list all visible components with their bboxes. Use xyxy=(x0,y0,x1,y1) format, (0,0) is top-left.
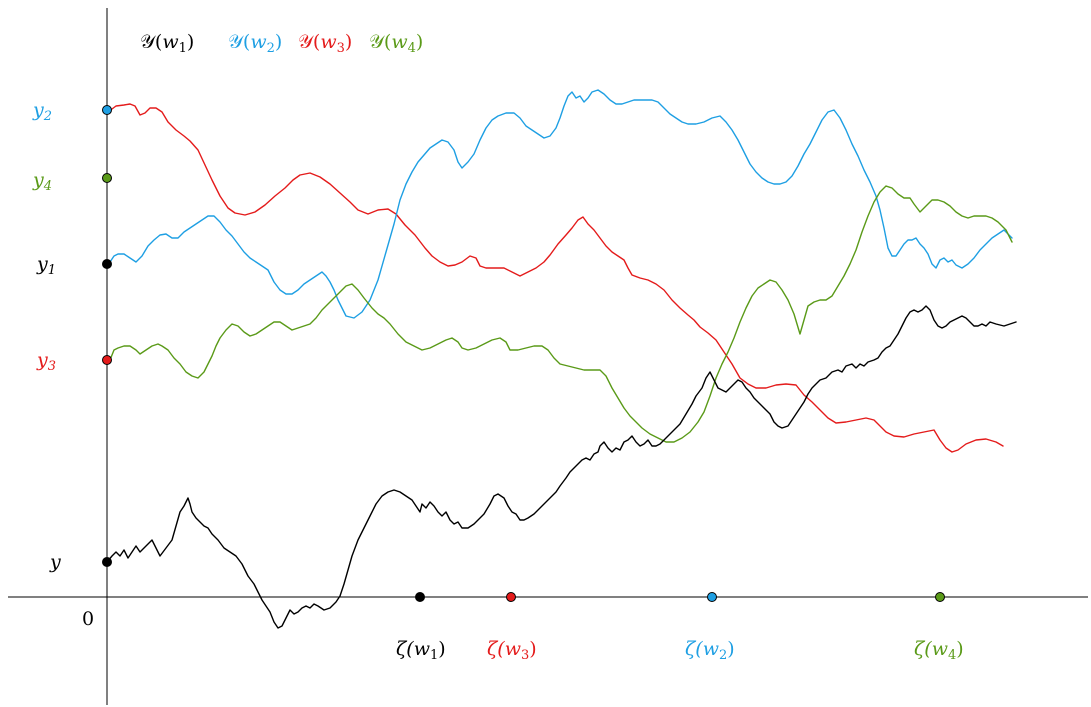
start-point-y1 xyxy=(102,259,112,269)
legend-entry-w2: 𝒴(w2) xyxy=(228,31,282,56)
legend-entry-w3: 𝒴(w3) xyxy=(298,31,352,56)
origin-label: 0 xyxy=(82,608,94,630)
path-w4 xyxy=(109,185,1013,443)
zeta-point-w3 xyxy=(506,592,516,602)
path-w2 xyxy=(109,89,1013,319)
y-label-y: y xyxy=(49,551,61,573)
zeta-label-w1: ζ(w1) xyxy=(396,638,446,663)
legend: 𝒴(w1) 𝒴(w2) 𝒴(w3) 𝒴(w4) xyxy=(140,31,423,56)
y-label-y3: y3 xyxy=(36,349,56,374)
start-point-y4 xyxy=(102,173,112,183)
legend-entry-w4: 𝒴(w4) xyxy=(369,31,423,56)
start-point-y3 xyxy=(102,355,112,365)
path-w1 xyxy=(106,305,1017,629)
zeta-label-w2: ζ(w2) xyxy=(685,638,735,663)
y-label-y1: y1 xyxy=(36,253,56,278)
zeta-labels: ζ(w1) ζ(w3) ζ(w2) ζ(w4) xyxy=(396,638,964,663)
y-labels: y2 y4 y1 y3 y 0 xyxy=(32,99,94,630)
path-w3 xyxy=(107,103,1004,453)
legend-entry-w1: 𝒴(w1) xyxy=(140,31,194,56)
zeta-point-w2 xyxy=(707,592,717,602)
y-label-y4: y4 xyxy=(32,169,52,194)
zeta-label-w3: ζ(w3) xyxy=(487,638,537,663)
zeta-label-w4: ζ(w4) xyxy=(914,638,964,663)
y-label-y2: y2 xyxy=(32,99,52,124)
start-point-y2 xyxy=(102,105,112,115)
zeta-point-w4 xyxy=(935,592,945,602)
start-point-y xyxy=(102,557,112,567)
zeta-point-w1 xyxy=(415,592,425,602)
